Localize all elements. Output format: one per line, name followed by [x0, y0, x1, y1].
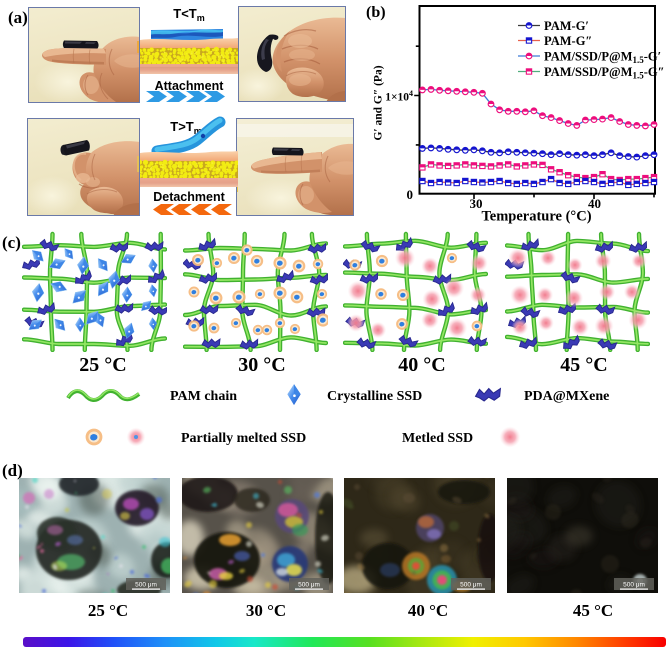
svg-text:30: 30 [470, 196, 483, 211]
svg-text:500 μm: 500 μm [135, 582, 157, 589]
svg-text:PAM/SSD/P@M1.5-G″: PAM/SSD/P@M1.5-G″ [544, 65, 665, 81]
svg-text:Temperature (°C): Temperature (°C) [481, 209, 591, 225]
svg-text:T<Tm: T<Tm [173, 6, 205, 23]
svg-text:G′ and G″ (Pa): G′ and G″ (Pa) [373, 65, 385, 140]
svg-text:PAM/SSD/P@M1.5-G′: PAM/SSD/P@M1.5-G′ [544, 50, 661, 66]
svg-text:PDA@MXene: PDA@MXene [524, 389, 609, 404]
svg-text:40: 40 [588, 196, 601, 211]
svg-text:500 μm: 500 μm [298, 582, 320, 589]
svg-text:500 μm: 500 μm [623, 582, 645, 589]
svg-text:PAM-G′: PAM-G′ [544, 19, 589, 33]
svg-text:1×104: 1×104 [385, 89, 413, 104]
svg-text:Crystalline SSD: Crystalline SSD [327, 389, 422, 404]
svg-text:500 μm: 500 μm [460, 582, 482, 589]
svg-text:PAM chain: PAM chain [170, 389, 237, 404]
svg-text:Detachment: Detachment [153, 190, 225, 204]
svg-text:Metled SSD: Metled SSD [402, 431, 473, 446]
svg-text:(b): (b) [366, 4, 386, 21]
svg-text:0: 0 [407, 187, 414, 202]
svg-text:Partially melted SSD: Partially melted SSD [181, 431, 306, 446]
svg-text:Attachment: Attachment [155, 79, 225, 93]
svg-text:PAM-G″: PAM-G″ [544, 34, 592, 48]
